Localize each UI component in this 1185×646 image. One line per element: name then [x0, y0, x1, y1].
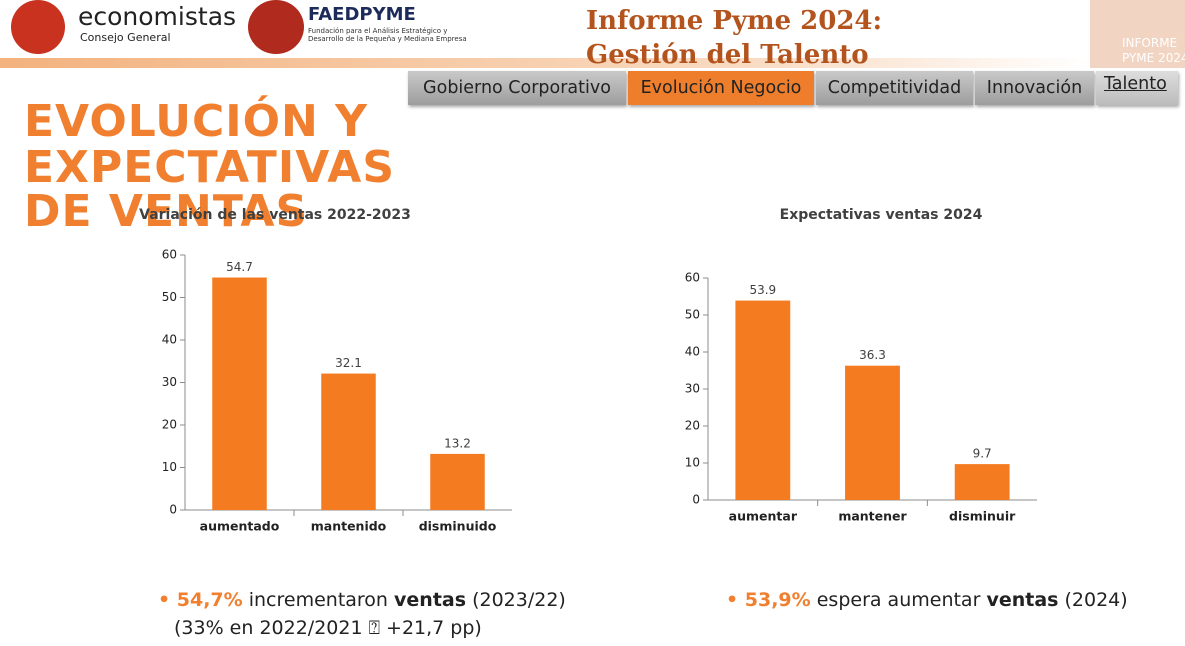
partner-icon [248, 0, 304, 54]
value-label: 13.2 [444, 436, 471, 450]
thumb-text: PYME 2024 [1122, 51, 1185, 65]
bullet-text: incrementaron [242, 589, 395, 611]
logo-name: economistas [78, 2, 237, 31]
y-tick-label: 60 [162, 248, 177, 262]
chart-title: Variación de las ventas 2022-2023 [139, 207, 411, 223]
x-tick-label: aumentado [200, 519, 280, 534]
report-thumbnail [1090, 0, 1185, 68]
bar [212, 277, 267, 510]
page-title: DE VENTAS [24, 186, 309, 237]
bullet-text: (2023/22) [466, 589, 566, 611]
partner-sub: Fundación para el Análisis Estratégico y… [308, 27, 467, 43]
chart-title: Expectativas ventas 2024 [780, 207, 983, 223]
x-tick-label: aumentar [729, 509, 798, 524]
bullet-marker: • [726, 589, 745, 611]
thumb-text: INFORME [1122, 36, 1178, 50]
bullet: • 54,7% incrementaron ventas (2023/22) [158, 589, 566, 611]
header-title: Gestión del Talento [586, 40, 869, 70]
partner-name: FAEDPYME [308, 4, 416, 25]
y-tick-label: 30 [685, 382, 700, 396]
nav-tab[interactable]: Talento [1096, 71, 1178, 105]
y-tick-label: 40 [685, 345, 700, 359]
bullet-bold: ventas [986, 589, 1059, 611]
y-tick-label: 30 [162, 375, 177, 389]
y-tick-label: 50 [685, 308, 700, 322]
y-tick-label: 10 [162, 460, 177, 474]
x-tick-label: mantener [838, 509, 907, 524]
bar [430, 453, 485, 510]
x-tick-label: disminuir [949, 509, 1016, 524]
value-label: 36.3 [859, 348, 886, 362]
bar [954, 464, 1010, 500]
y-tick-label: 50 [162, 290, 177, 304]
logo-sub: Consejo General [80, 31, 171, 44]
bullet-line: (33% en 2022/2021 ⍰ +21,7 pp) [174, 617, 482, 639]
bar [321, 373, 376, 510]
bullet-text: (2024) [1058, 589, 1128, 611]
nav-tab[interactable]: Evolución Negocio [628, 71, 814, 105]
x-tick-label: disminuido [419, 519, 497, 534]
y-tick-label: 0 [169, 503, 177, 517]
nav-tab[interactable]: Innovación [975, 71, 1094, 105]
bullet-text: espera aumentar [810, 589, 987, 611]
value-label: 9.7 [973, 447, 992, 461]
bullet-bold: ventas [394, 589, 467, 611]
bullet: • 53,9% espera aumentar ventas (2024) [726, 589, 1128, 611]
bar [735, 300, 791, 500]
bullet-marker: • [158, 589, 177, 611]
logo-icon [11, 0, 65, 54]
value-label: 53.9 [749, 283, 776, 297]
value-label: 32.1 [335, 356, 362, 370]
bullet-highlight: 54,7% [176, 589, 243, 611]
y-tick-label: 0 [692, 493, 700, 507]
y-tick-label: 20 [162, 418, 177, 432]
page-title: EXPECTATIVAS [24, 142, 396, 193]
header-title: Informe Pyme 2024: [586, 6, 883, 36]
y-tick-label: 40 [162, 333, 177, 347]
bullet-highlight: 53,9% [744, 589, 811, 611]
nav-tab[interactable]: Gobierno Corporativo [408, 71, 626, 105]
y-tick-label: 20 [685, 419, 700, 433]
bar [845, 365, 900, 500]
x-tick-label: mantenido [311, 519, 387, 534]
page-title: EVOLUCIÓN Y [24, 96, 369, 147]
header-band [0, 58, 1090, 68]
nav-tab[interactable]: Competitividad [816, 71, 973, 105]
y-tick-label: 60 [685, 271, 700, 285]
value-label: 54.7 [226, 260, 253, 274]
y-tick-label: 10 [685, 456, 700, 470]
